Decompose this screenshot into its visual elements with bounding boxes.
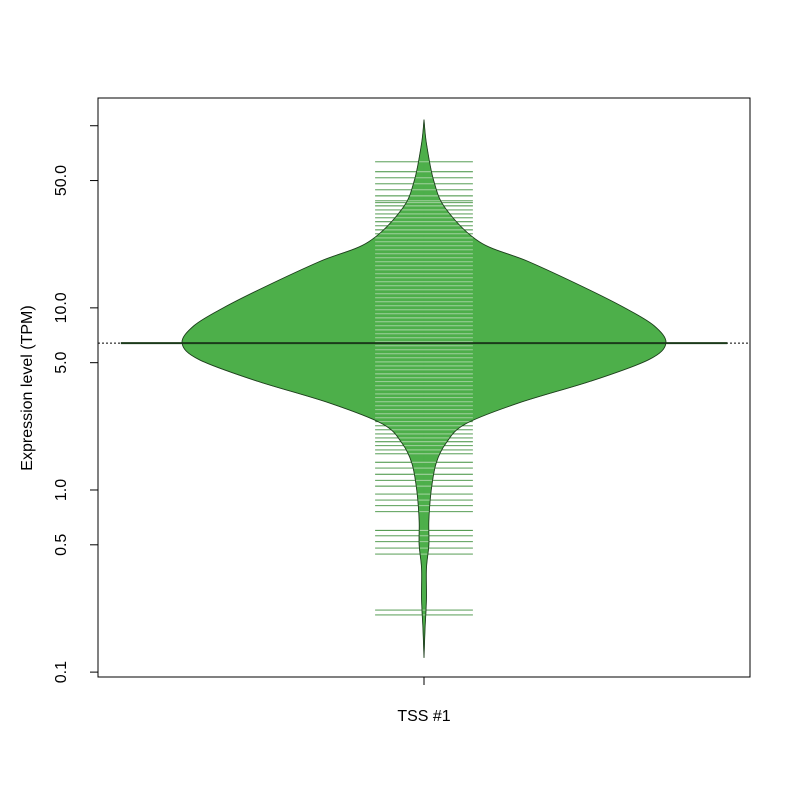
y-tick-label: 1.0 (53, 479, 70, 501)
y-tick-label: 0.1 (53, 661, 70, 683)
y-tick-label: 0.5 (53, 534, 70, 556)
bean-fill (423, 119, 667, 658)
y-tick-label: 5.0 (53, 351, 70, 373)
bean-outline (423, 119, 667, 658)
y-tick-label: 10.0 (53, 292, 70, 323)
plot-frame (97, 97, 751, 678)
bean-fill (181, 119, 425, 658)
y-axis-title: Expression level (TPM) (19, 305, 36, 470)
y-tick-label: 50.0 (53, 165, 70, 196)
x-tick-label: TSS #1 (397, 708, 450, 725)
bean-outline (181, 119, 425, 658)
